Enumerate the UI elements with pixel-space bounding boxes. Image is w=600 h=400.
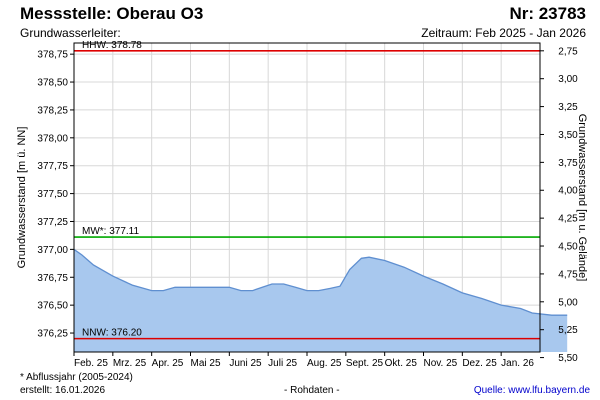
x-tick-label: Mrz. 25	[113, 358, 147, 369]
source-link[interactable]: Quelle: www.lfu.bayern.de	[473, 385, 590, 396]
y2-tick-label: 5,50	[558, 353, 578, 364]
right-axis-ticks: 2,75 3,00 3,25 3,50 3,75 4,00 4,25 4,50 4,75 5,00…	[540, 46, 578, 364]
x-axis-ticks: Feb. 25 Mrz. 25 Apr. 25 Mai 25 Juni 25 Juli 2…	[73, 352, 534, 369]
reference-label: HHW: 378.78	[82, 40, 142, 51]
x-tick-label: Jan. 26	[501, 358, 534, 369]
left-axis-ticks: 378,75 378,50 378,25 378,00 377,75 377,50 377,…	[37, 50, 74, 340]
created-date: erstellt: 16.01.2026	[20, 385, 106, 396]
y-tick-label: 378,75	[37, 50, 68, 61]
x-tick-label: Aug. 25	[307, 358, 342, 369]
y-tick-label: 377,00	[37, 245, 68, 256]
x-tick-label: Feb. 25	[74, 358, 108, 369]
x-tick-label: Dez. 25	[462, 358, 497, 369]
y-tick-label: 376,50	[37, 301, 68, 312]
raw-data-label: - Rohdaten -	[284, 385, 340, 396]
reference-label: MW*: 377.11	[82, 226, 139, 237]
y2-tick-label: 4,00	[558, 186, 578, 197]
y-tick-label: 377,25	[37, 217, 68, 228]
reference-lines: HHW: 378.78 MW*: 377.11 NNW: 376.20	[74, 40, 540, 340]
y-axis-title: Grundwasserstand [m ü. NN]	[16, 127, 28, 269]
y-tick-label: 378,00	[37, 133, 68, 144]
x-tick-label: Mai 25	[191, 358, 221, 369]
y-tick-label: 378,50	[37, 78, 68, 89]
y2-axis-title: Grundwasserstand [m u. Gelände]	[576, 114, 588, 282]
station-number: Nr: 23783	[509, 4, 586, 23]
y2-tick-label: 4,50	[558, 242, 578, 253]
x-tick-label: Apr. 25	[152, 358, 184, 369]
x-tick-label: Okt. 25	[385, 358, 418, 369]
y2-tick-label: 4,25	[558, 214, 578, 225]
aquifer-label: Grundwasserleiter:	[20, 26, 121, 40]
y2-tick-label: 5,25	[558, 325, 578, 336]
y-tick-label: 376,25	[37, 329, 68, 340]
y2-tick-label: 2,75	[558, 46, 578, 57]
y2-tick-label: 3,25	[558, 102, 578, 113]
reference-label: NNW: 376.20	[82, 328, 142, 339]
y-tick-label: 377,75	[37, 161, 68, 172]
x-tick-label: Juli 25	[268, 358, 297, 369]
y2-tick-label: 3,75	[558, 158, 578, 169]
station-title: Messstelle: Oberau O3	[20, 4, 204, 23]
y2-tick-label: 3,50	[558, 130, 578, 141]
y2-tick-label: 5,00	[558, 297, 578, 308]
y2-tick-label: 4,75	[558, 269, 578, 280]
series-line	[73, 248, 568, 316]
x-tick-label: Sept. 25	[346, 358, 384, 369]
period-label: Zeitraum: Feb 2025 - Jan 2026	[421, 26, 586, 40]
y-tick-label: 378,25	[37, 105, 68, 116]
y-tick-label: 377,50	[37, 189, 68, 200]
y-tick-label: 376,75	[37, 273, 68, 284]
x-tick-label: Juni 25	[229, 358, 262, 369]
series-area	[73, 248, 568, 352]
series-fill	[74, 249, 568, 352]
footnote: * Abflussjahr (2005-2024)	[20, 372, 133, 383]
x-tick-label: Nov. 25	[424, 358, 458, 369]
y2-tick-label: 3,00	[558, 74, 578, 85]
